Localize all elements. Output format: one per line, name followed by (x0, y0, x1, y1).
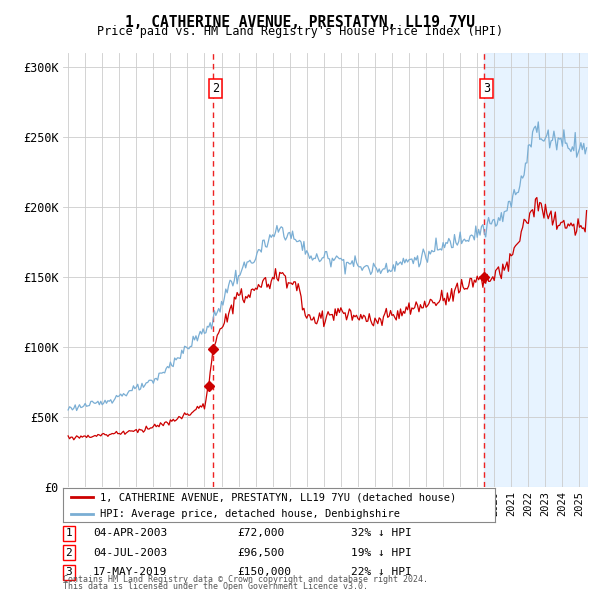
Text: 32% ↓ HPI: 32% ↓ HPI (351, 529, 412, 538)
Text: 3: 3 (482, 81, 490, 94)
Text: Contains HM Land Registry data © Crown copyright and database right 2024.: Contains HM Land Registry data © Crown c… (63, 575, 428, 584)
Text: This data is licensed under the Open Government Licence v3.0.: This data is licensed under the Open Gov… (63, 582, 368, 590)
Text: 19% ↓ HPI: 19% ↓ HPI (351, 548, 412, 558)
Text: £72,000: £72,000 (237, 529, 284, 538)
Text: 17-MAY-2019: 17-MAY-2019 (93, 568, 167, 577)
Bar (484, 53, 588, 487)
Text: Price paid vs. HM Land Registry's House Price Index (HPI): Price paid vs. HM Land Registry's House … (97, 25, 503, 38)
Text: 04-JUL-2003: 04-JUL-2003 (93, 548, 167, 558)
Text: 1, CATHERINE AVENUE, PRESTATYN, LL19 7YU: 1, CATHERINE AVENUE, PRESTATYN, LL19 7YU (125, 15, 475, 30)
Text: 1, CATHERINE AVENUE, PRESTATYN, LL19 7YU (detached house): 1, CATHERINE AVENUE, PRESTATYN, LL19 7YU… (100, 492, 456, 502)
Text: HPI: Average price, detached house, Denbighshire: HPI: Average price, detached house, Denb… (100, 509, 400, 519)
Text: 2: 2 (65, 548, 73, 558)
Text: 3: 3 (65, 568, 73, 577)
Text: 1: 1 (65, 529, 73, 538)
Text: 22% ↓ HPI: 22% ↓ HPI (351, 568, 412, 577)
Text: 2: 2 (212, 81, 219, 94)
Text: £96,500: £96,500 (237, 548, 284, 558)
Text: £150,000: £150,000 (237, 568, 291, 577)
Text: 04-APR-2003: 04-APR-2003 (93, 529, 167, 538)
